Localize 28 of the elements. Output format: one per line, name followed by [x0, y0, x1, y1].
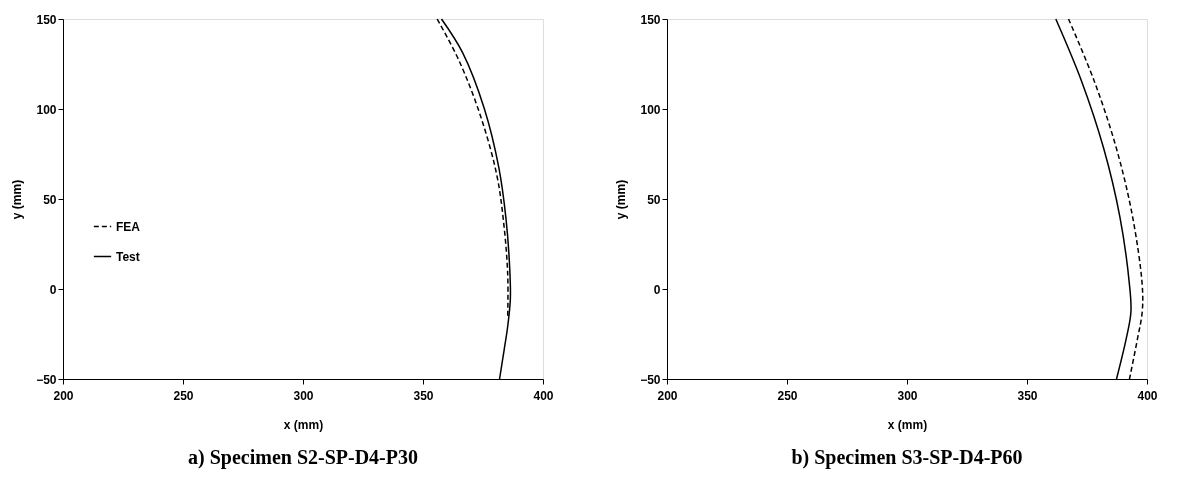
x-tick-label: 400 — [1137, 388, 1158, 403]
y-tick-label: −50 — [36, 372, 57, 387]
y-tick-label: 0 — [49, 282, 57, 297]
y-tick-label: 150 — [640, 12, 661, 27]
text: a) Specimen S2-SP-D4-P30 — [188, 446, 418, 469]
y-tick-label: 50 — [647, 192, 661, 207]
y-tick-label: −50 — [640, 372, 661, 387]
text: b) Specimen S3-SP-D4-P60 — [791, 446, 1023, 469]
x-tick-label: 250 — [777, 388, 798, 403]
y-axis-title: y (mm) — [10, 179, 25, 220]
x-tick-label: 200 — [53, 388, 74, 403]
x-tick-label: 200 — [657, 388, 678, 403]
x-tick-label: 350 — [1017, 388, 1038, 403]
x-tick-label: 300 — [897, 388, 918, 403]
x-tick-label: 300 — [293, 388, 314, 403]
y-tick-label: 150 — [36, 12, 57, 27]
y-tick-label: 50 — [43, 192, 57, 207]
x-axis-title: x (mm) — [887, 417, 928, 432]
y-tick-label: 0 — [653, 282, 661, 297]
x-tick-label: 250 — [173, 388, 194, 403]
y-axis-title: y (mm) — [614, 179, 629, 220]
y-tick-label: 100 — [36, 102, 57, 117]
x-tick-label: 350 — [413, 388, 434, 403]
x-axis-title: x (mm) — [283, 417, 324, 432]
y-tick-label: 100 — [640, 102, 661, 117]
x-tick-label: 400 — [533, 388, 554, 403]
legend-label: Test — [116, 249, 140, 264]
legend-label: FEA — [116, 219, 141, 234]
